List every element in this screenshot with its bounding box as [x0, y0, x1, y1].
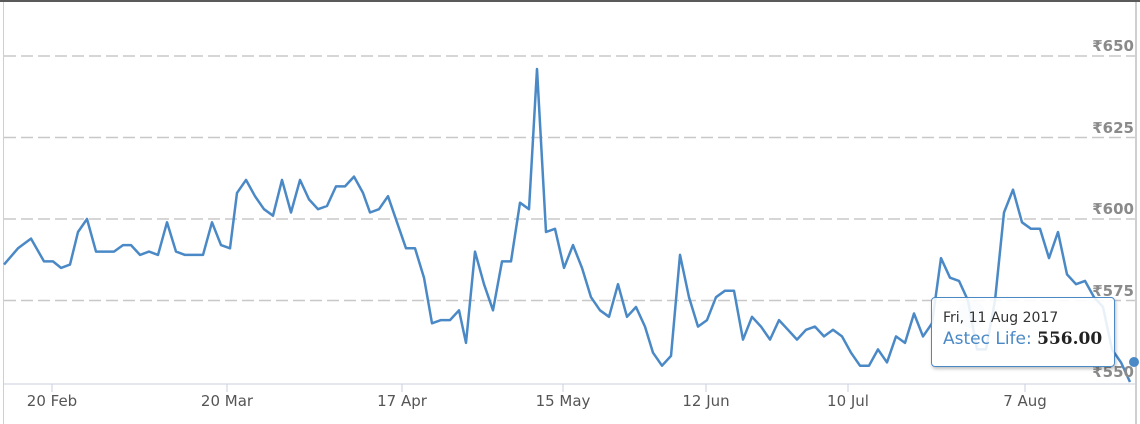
x-axis-label: 10 Jul	[827, 392, 869, 410]
x-axis-label: 17 Apr	[377, 392, 427, 410]
tooltip-separator: :	[1026, 329, 1032, 349]
y-axis-label: ₹650	[1092, 37, 1134, 55]
grid-lines	[4, 55, 1135, 302]
x-axis-label: 20 Feb	[26, 392, 78, 410]
top-border	[0, 0, 1140, 2]
tooltip-row: Astec Life: 556.00	[943, 329, 1114, 349]
series-line-astec-life[interactable]	[3, 67, 1132, 383]
x-axis-label: 20 Mar	[200, 392, 254, 410]
x-axis-label: 15 May	[535, 392, 591, 410]
tooltip-series-name: Astec Life	[943, 329, 1026, 349]
x-axis-ticks	[51, 384, 1026, 392]
y-axis-label: ₹600	[1092, 200, 1134, 218]
right-border	[1135, 2, 1137, 424]
tooltip-date: Fri, 11 Aug 2017	[943, 310, 1059, 326]
x-axis-label: 7 Aug	[1003, 392, 1047, 410]
y-axis-label: ₹550	[1092, 363, 1134, 381]
y-axis-label: ₹625	[1092, 118, 1134, 137]
left-border	[3, 2, 4, 424]
hover-marker[interactable]	[1129, 357, 1139, 367]
tooltip-value: 556.00	[1037, 329, 1103, 349]
y-axis-label: ₹575	[1092, 281, 1134, 300]
x-axis-label: 12 Jun	[682, 392, 730, 410]
tooltip: Fri, 11 Aug 2017 Astec Life: 556.00	[931, 297, 1115, 367]
